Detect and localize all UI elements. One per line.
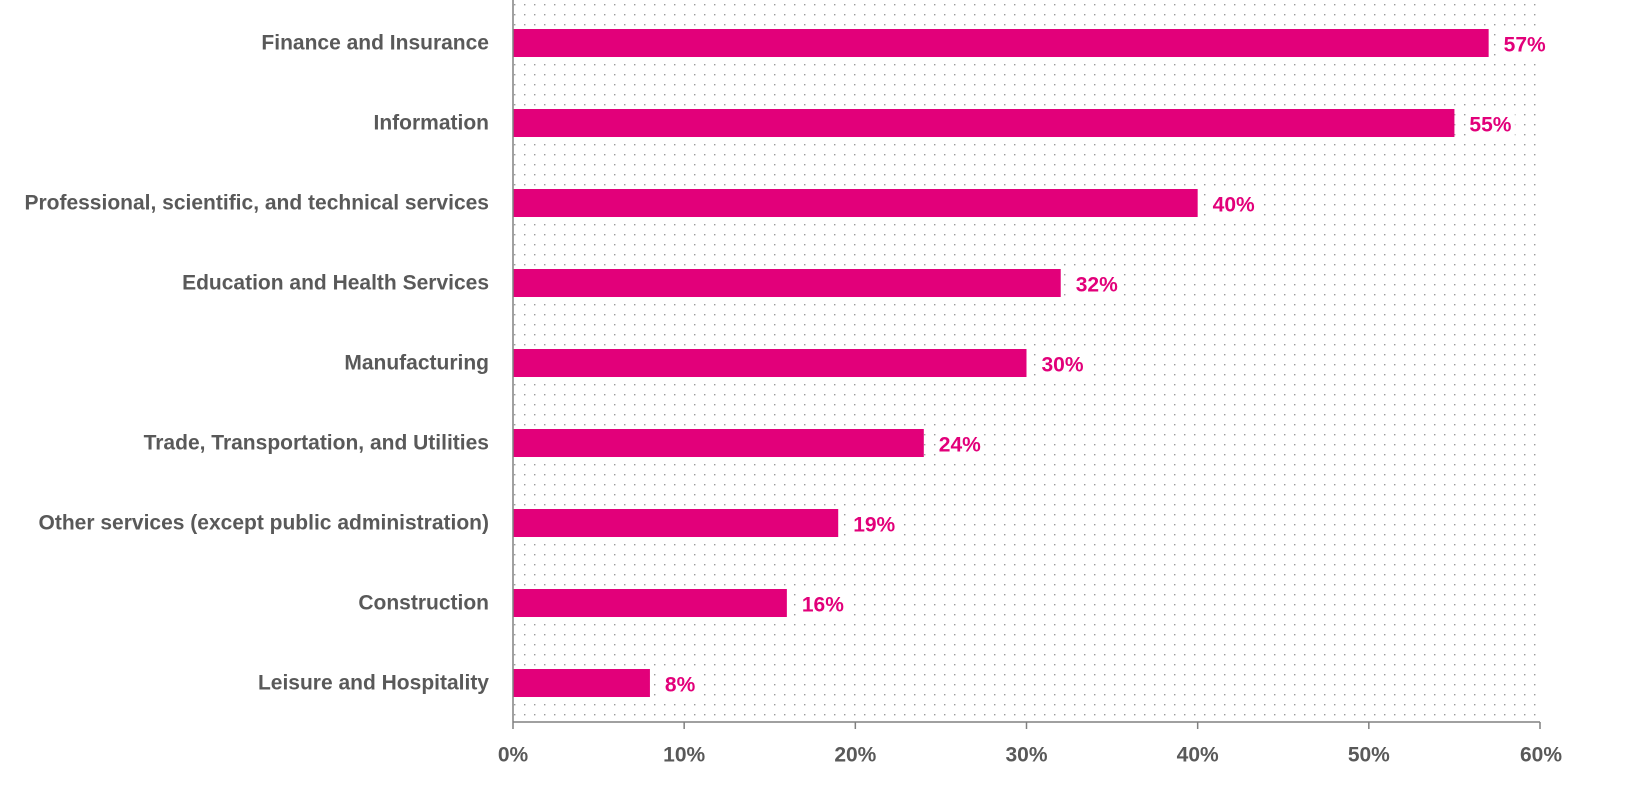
category-label-construction: Construction: [358, 592, 489, 615]
x-axis-tick-labels: 0% 10% 20% 30% 40% 50% 60%: [498, 744, 1563, 767]
bar-manufacturing: [513, 349, 1027, 377]
data-label-finance-and-insurance: 57%: [1504, 34, 1546, 57]
x-tick-label-50: 50%: [1348, 744, 1390, 767]
x-tick-label-60: 60%: [1520, 744, 1562, 767]
category-label-other-services-except-public-administration: Other services (except public administra…: [39, 512, 489, 535]
bar-professional-scientific-and-technical-services: [513, 189, 1198, 217]
x-tick-label-30: 30%: [1005, 744, 1047, 767]
data-label-other-services-except-public-administration: 19%: [853, 514, 895, 537]
category-label-finance-and-insurance: Finance and Insurance: [261, 32, 489, 55]
bar-finance-and-insurance: [513, 29, 1489, 57]
category-label-professional-scientific-and-technical-services: Professional, scientific, and technical …: [24, 192, 489, 215]
bar-information: [513, 109, 1455, 137]
x-axis-ticks: [512, 722, 1541, 729]
data-label-trade-transportation-and-utilities: 24%: [939, 434, 981, 457]
data-label-background: [1466, 112, 1515, 138]
data-label-background: [935, 432, 985, 458]
x-tick-label-10: 10%: [663, 744, 705, 767]
x-tick-label-0: 0%: [498, 744, 529, 767]
category-label-trade-transportation-and-utilities: Trade, Transportation, and Utilities: [144, 432, 489, 455]
data-label-construction: 16%: [802, 594, 844, 617]
bar-trade-transportation-and-utilities: [513, 429, 924, 457]
category-label-education-and-health-services: Education and Health Services: [182, 272, 489, 295]
data-label-background: [850, 512, 899, 538]
data-label-professional-scientific-and-technical-services: 40%: [1213, 194, 1255, 217]
category-label-information: Information: [374, 112, 490, 135]
category-labels: Finance and Insurance Information Professi…: [24, 32, 489, 695]
data-label-leisure-and-hospitality: 8%: [665, 674, 696, 697]
bar-leisure-and-hospitality: [513, 669, 650, 697]
x-tick-label-20: 20%: [834, 744, 876, 767]
data-label-background: [798, 592, 848, 618]
data-labels: 57% 55% 40% 32% 30% 24% 19% 16% 8%: [661, 32, 1550, 698]
category-label-manufacturing: Manufacturing: [344, 352, 489, 375]
data-label-education-and-health-services: 32%: [1076, 274, 1118, 297]
data-label-background: [1038, 352, 1087, 378]
data-label-background: [1209, 192, 1259, 218]
bar-education-and-health-services: [513, 269, 1061, 297]
bar-other-services-except-public-administration: [513, 509, 839, 537]
category-label-leisure-and-hospitality: Leisure and Hospitality: [258, 672, 489, 695]
bars: [513, 29, 1489, 697]
data-label-background: [1072, 272, 1122, 298]
data-label-background: [1500, 32, 1550, 58]
data-label-manufacturing: 30%: [1042, 354, 1084, 377]
x-tick-label-40: 40%: [1177, 744, 1219, 767]
data-label-information: 55%: [1469, 114, 1511, 137]
data-label-background: [661, 672, 699, 698]
bar-construction: [513, 589, 787, 617]
